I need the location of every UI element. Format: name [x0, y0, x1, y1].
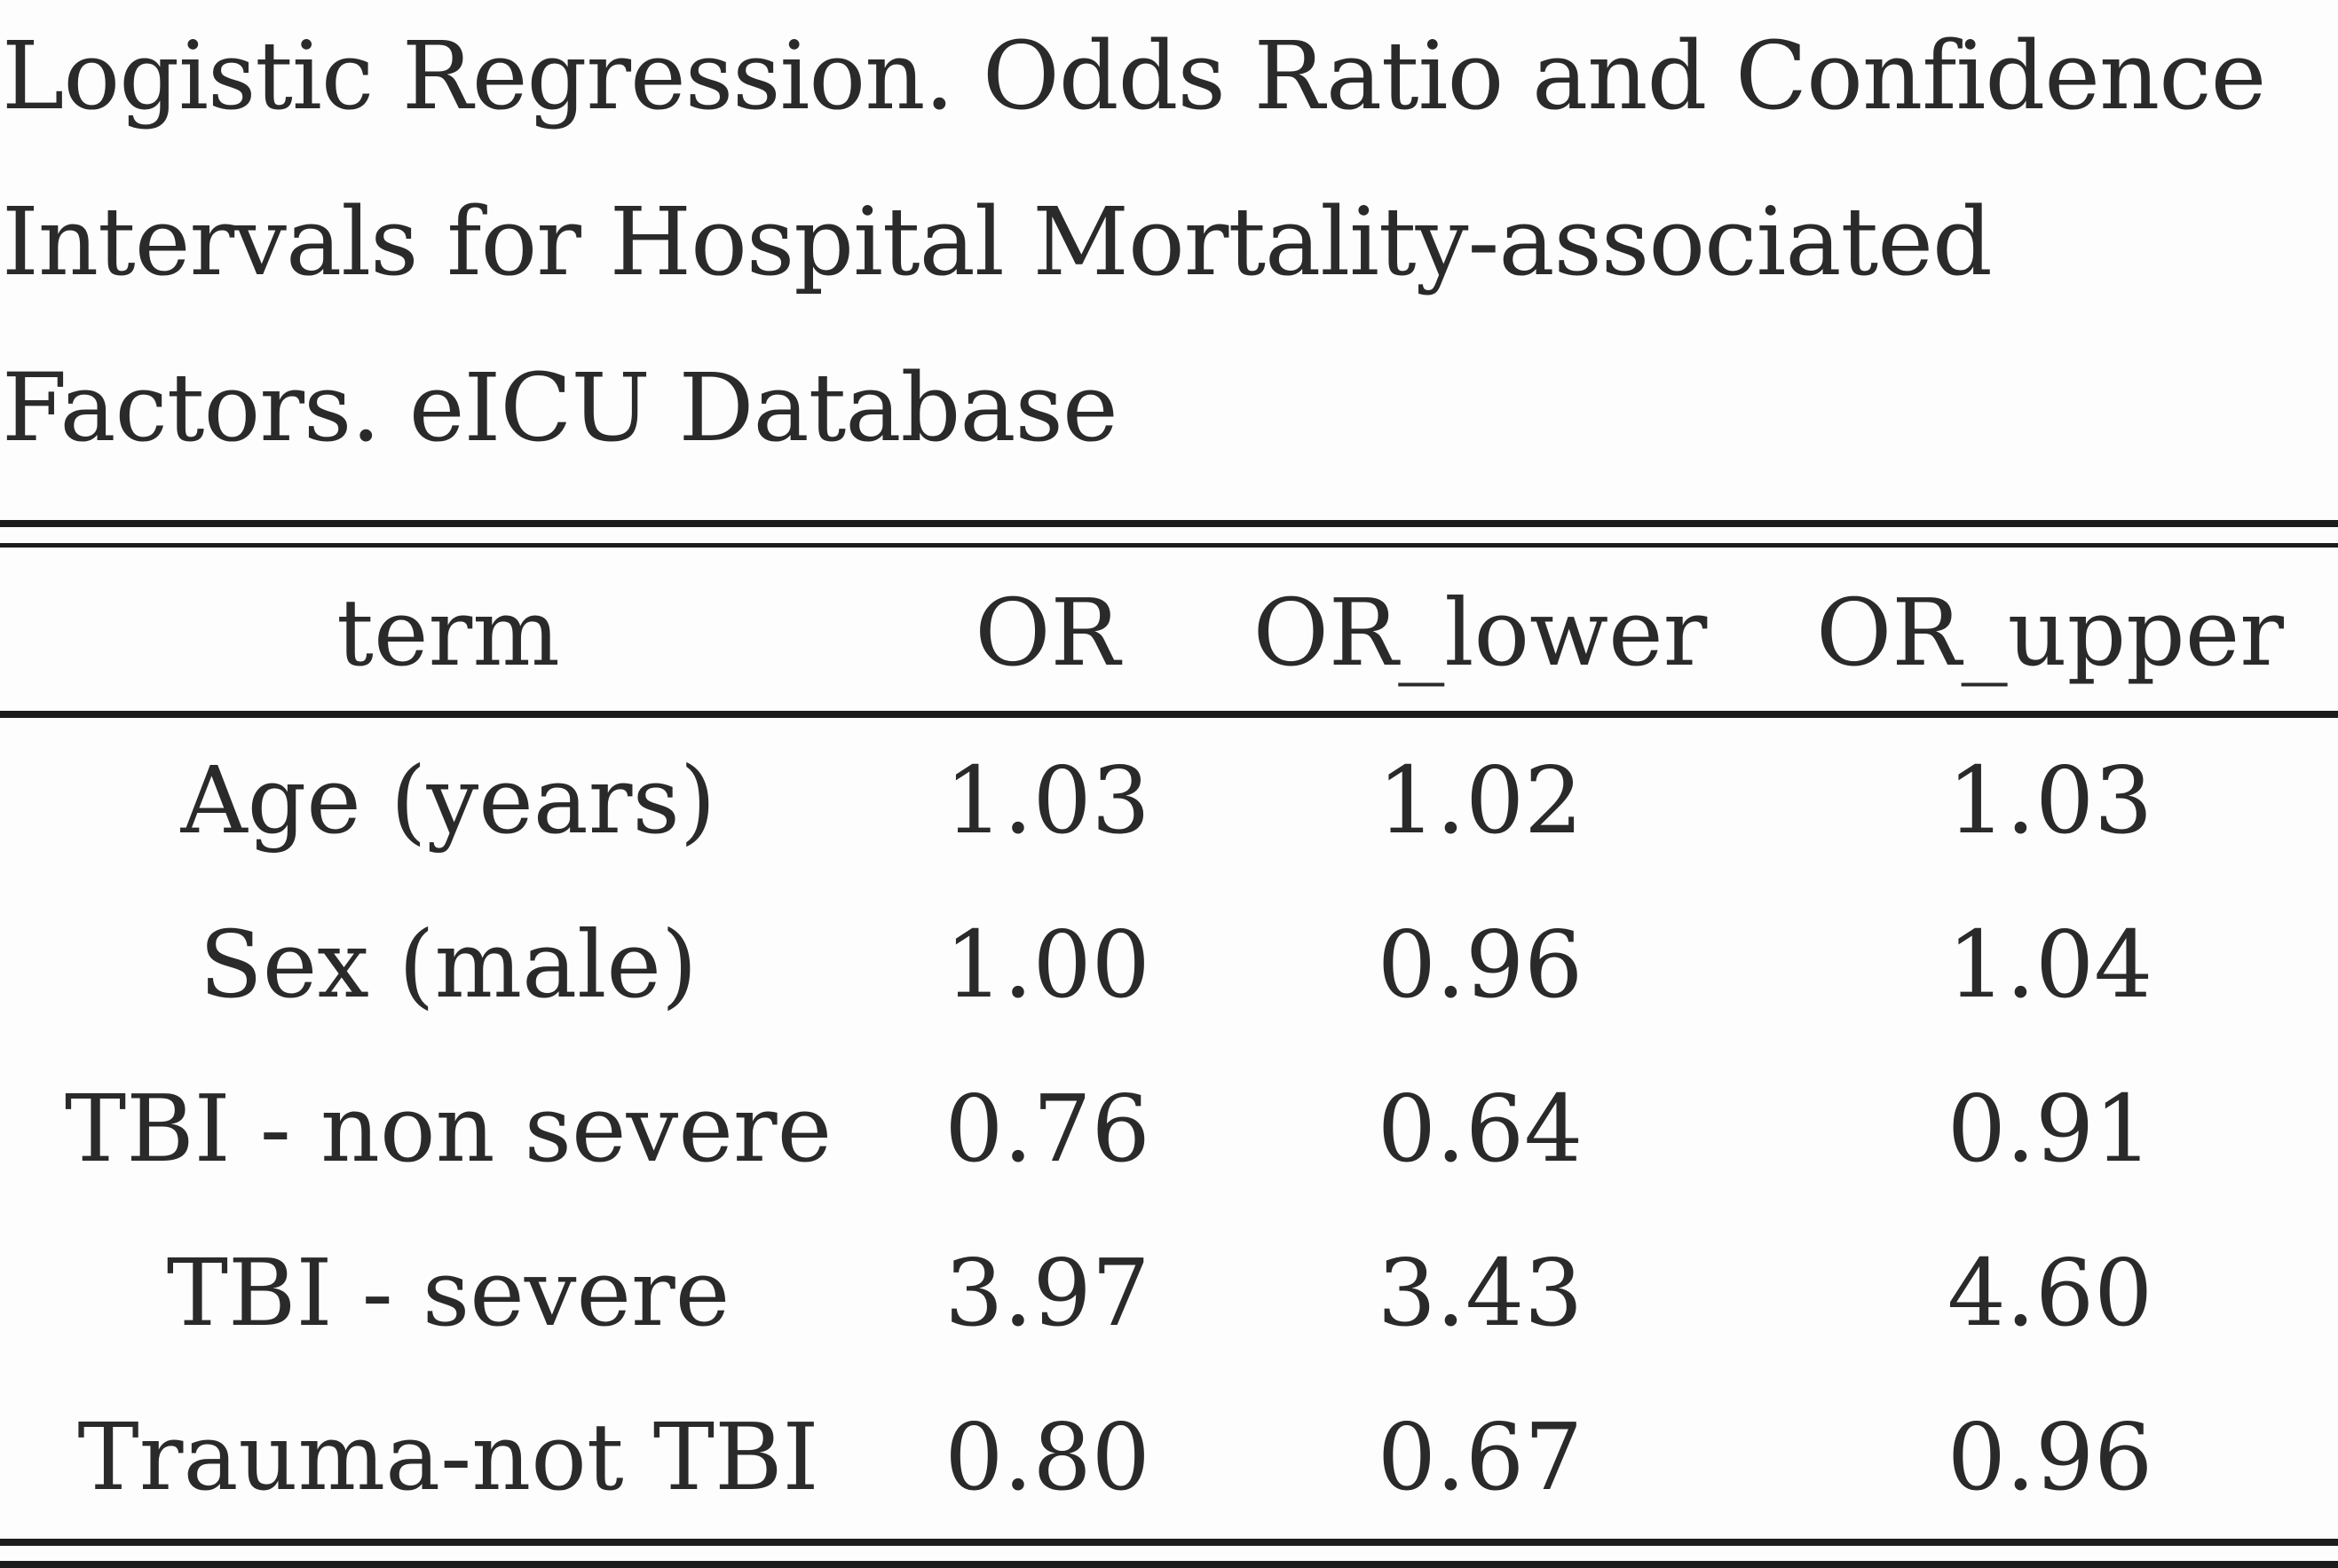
or-cell: 1.03 — [944, 745, 1150, 855]
or-cell: 3.97 — [944, 1238, 1150, 1347]
table-row: Sex (male) 1.00 0.96 1.04 — [0, 882, 2338, 1046]
bottom-rule-upper — [0, 1539, 2338, 1546]
or-cell: 0.80 — [944, 1402, 1150, 1511]
header-row: term OR OR_lower OR_upper — [0, 554, 2338, 711]
column-header-term: term — [336, 578, 560, 687]
or-cell: 1.00 — [944, 910, 1150, 1019]
term-cell: TBI - severe — [166, 1238, 731, 1347]
or-lower-cell: 1.02 — [1377, 745, 1584, 855]
or-lower-cell: 0.64 — [1377, 1074, 1584, 1183]
header-rule — [0, 711, 2338, 718]
or-upper-cell: 0.96 — [1947, 1402, 2153, 1511]
or-upper-cell: 0.91 — [1947, 1074, 2153, 1183]
or-cell: 0.76 — [944, 1074, 1150, 1183]
table-row: TBI - severe 3.97 3.43 4.60 — [0, 1210, 2338, 1375]
or-lower-cell: 0.67 — [1377, 1402, 1584, 1511]
table-row: Trauma-not TBI 0.80 0.67 0.96 — [0, 1375, 2338, 1539]
term-cell: TBI - non severe — [64, 1074, 833, 1183]
top-rule-thick — [0, 520, 2338, 527]
term-cell: Trauma-not TBI — [77, 1402, 819, 1511]
or-lower-cell: 0.96 — [1377, 910, 1584, 1019]
or-upper-cell: 1.03 — [1947, 745, 2153, 855]
top-rule-thin — [0, 543, 2338, 548]
or-upper-cell: 1.04 — [1947, 910, 2153, 1019]
column-header-or: OR — [975, 578, 1120, 687]
table-row: Age (years) 1.03 1.02 1.03 — [0, 718, 2338, 882]
term-cell: Sex (male) — [199, 910, 698, 1019]
column-header-or-upper: OR_upper — [1816, 578, 2284, 687]
odds-ratio-table: term OR OR_lower OR_upper Age (years) 1.… — [0, 554, 2338, 1539]
table-caption: Logistic Regression. Odds Ratio and Conf… — [2, 21, 2266, 462]
term-cell: Age (years) — [180, 745, 716, 855]
table-row: TBI - non severe 0.76 0.64 0.91 — [0, 1046, 2338, 1210]
or-upper-cell: 4.60 — [1947, 1238, 2153, 1347]
header-spacer — [0, 711, 2338, 718]
or-lower-cell: 3.43 — [1377, 1238, 1584, 1347]
bottom-rule-lower — [0, 1561, 2338, 1568]
column-header-or-lower: OR_lower — [1252, 578, 1708, 687]
